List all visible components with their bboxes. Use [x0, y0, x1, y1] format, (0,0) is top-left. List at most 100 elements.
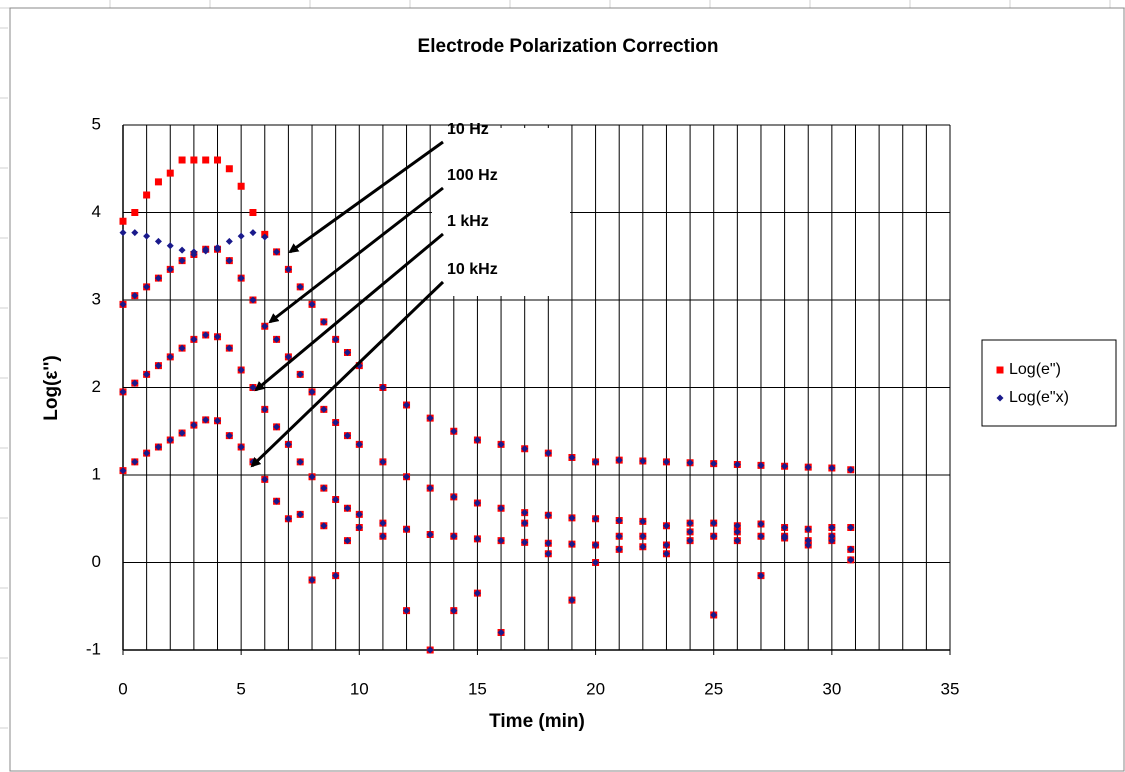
data-point [320, 405, 328, 413]
data-point [273, 335, 281, 343]
data-point [568, 540, 576, 548]
data-point [639, 517, 647, 525]
data-point [568, 514, 576, 522]
data-point [214, 333, 222, 341]
y-tick-label: 0 [92, 552, 101, 571]
data-point [308, 576, 316, 584]
data-point [143, 449, 151, 457]
data-point [686, 528, 694, 536]
y-tick-label: 4 [92, 202, 101, 221]
data-point [828, 464, 836, 472]
data-point [544, 511, 552, 519]
data-point [131, 209, 139, 216]
data-point [473, 589, 481, 597]
data-point [237, 182, 245, 190]
data-point [355, 510, 363, 518]
y-tick-label: 5 [92, 114, 101, 133]
data-point [284, 265, 292, 273]
data-point [273, 248, 281, 256]
legend-items: Log(e") Log(e"x) [996, 361, 1069, 406]
data-point [804, 463, 812, 471]
data-point [261, 233, 269, 241]
data-point [237, 443, 245, 451]
annotation-label: 100 Hz [447, 167, 498, 184]
data-point [450, 427, 458, 435]
data-point [450, 493, 458, 501]
data-point [639, 457, 647, 465]
data-point [214, 245, 222, 253]
legend-label: Log(e") [1009, 361, 1061, 378]
data-point [143, 191, 151, 199]
data-point [131, 458, 139, 466]
data-point [450, 532, 458, 540]
data-point [426, 484, 434, 492]
data-point [284, 353, 292, 361]
data-point [202, 331, 210, 339]
data-point [662, 522, 670, 530]
data-point [592, 559, 600, 566]
data-point [190, 335, 198, 343]
data-point [710, 532, 718, 540]
data-point [662, 550, 670, 558]
data-point [710, 460, 718, 468]
data-point [592, 515, 600, 523]
data-point [497, 440, 505, 448]
data-point [568, 596, 576, 604]
data-point [568, 454, 576, 461]
data-point [521, 445, 529, 453]
x-tick-label: 20 [586, 679, 605, 698]
x-tick-label: 15 [468, 679, 487, 698]
chart-title: Electrode Polarization Correction [418, 36, 719, 57]
legend-marker [996, 394, 1004, 402]
annotation-arrow [268, 186, 444, 324]
data-point [450, 607, 458, 615]
data-point [237, 232, 245, 240]
x-tick-label: 35 [941, 679, 960, 698]
data-point [757, 520, 765, 528]
annotation-arrow [250, 280, 445, 468]
data-point [119, 300, 127, 308]
data-point [544, 539, 552, 547]
data-point [686, 537, 694, 545]
data-point [273, 497, 281, 505]
data-point [521, 519, 529, 527]
data-point [320, 484, 328, 492]
data-point [154, 362, 162, 370]
data-point [710, 519, 718, 527]
data-point [178, 344, 186, 352]
data-point [343, 504, 351, 512]
y-tick-label: 1 [92, 464, 101, 483]
data-point [686, 519, 694, 527]
annotation-arrow [254, 232, 444, 392]
data-point [178, 429, 186, 437]
data-point [237, 366, 245, 374]
data-point [828, 524, 836, 531]
data-point [166, 353, 174, 361]
data-point [308, 473, 316, 481]
data-point [320, 318, 328, 326]
data-point [131, 292, 139, 300]
data-point [662, 541, 670, 549]
data-point [733, 537, 741, 545]
annotation-label: 10 kHz [447, 261, 498, 278]
data-point [847, 466, 855, 474]
y-tick-label: 3 [92, 289, 101, 308]
x-axis-label: Time (min) [489, 711, 585, 732]
data-point [497, 629, 505, 636]
data-point [320, 522, 328, 530]
annotation-arrow [288, 140, 444, 254]
data-point [804, 525, 812, 533]
legend-label: Log(e"x) [1009, 389, 1069, 406]
data-point [757, 572, 765, 580]
data-point [225, 257, 233, 265]
data-point [143, 232, 151, 240]
data-point [847, 556, 855, 564]
data-point [403, 607, 411, 615]
annotations: 10 Hz 100 Hz 1 kHz 10 kHz [250, 121, 498, 468]
data-point [343, 537, 351, 545]
data-point [497, 537, 505, 545]
data-point [154, 274, 162, 282]
data-point [249, 209, 257, 216]
data-point [592, 541, 600, 549]
data-point [332, 335, 340, 343]
